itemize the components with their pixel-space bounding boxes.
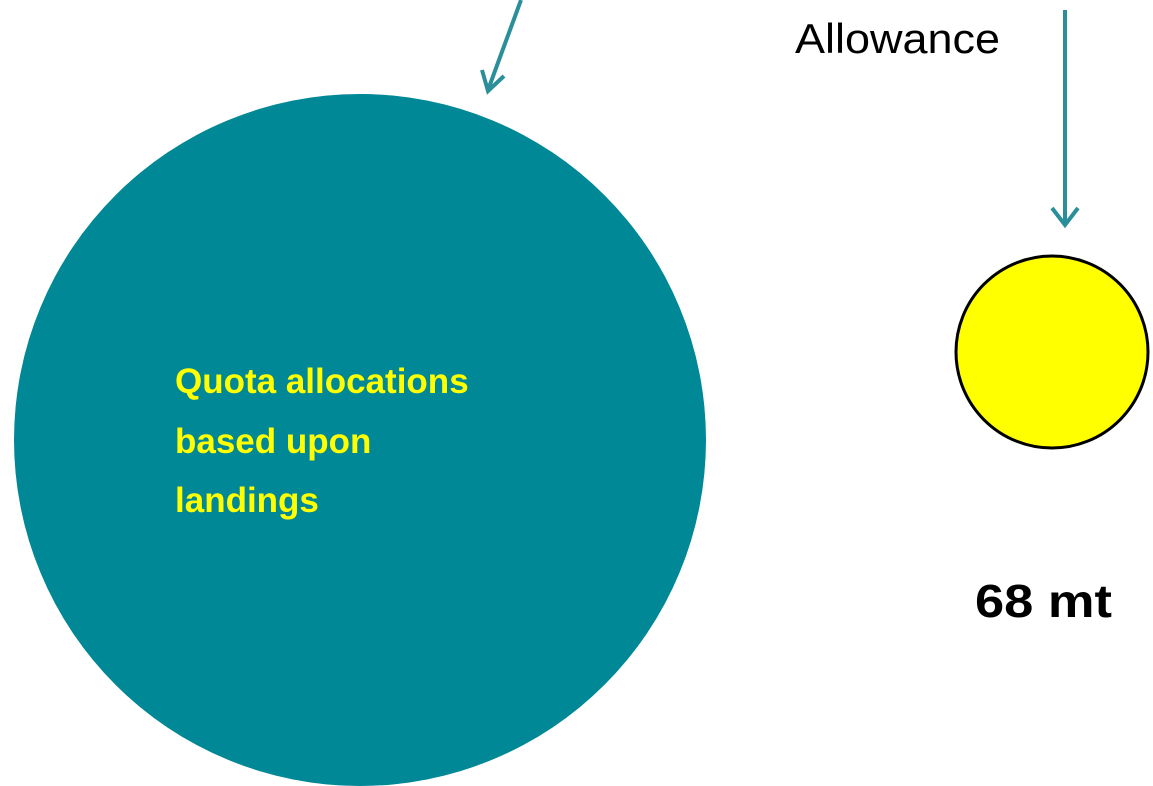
circle-label-line: based upon [175, 422, 371, 461]
large-circle [14, 94, 706, 786]
circle-label-line: Quota allocations [175, 362, 469, 401]
small-circle [954, 254, 1150, 450]
arrow-head [480, 69, 506, 95]
circle-label-line: landings [175, 481, 319, 520]
diagram-body: Quota allocations based upon landings Al… [14, 0, 1150, 786]
arrow-shaft [486, 0, 523, 91]
arrow-head [1050, 206, 1080, 229]
caption: Allowance [795, 15, 1000, 62]
amount-label: 68 mt [975, 575, 1112, 627]
